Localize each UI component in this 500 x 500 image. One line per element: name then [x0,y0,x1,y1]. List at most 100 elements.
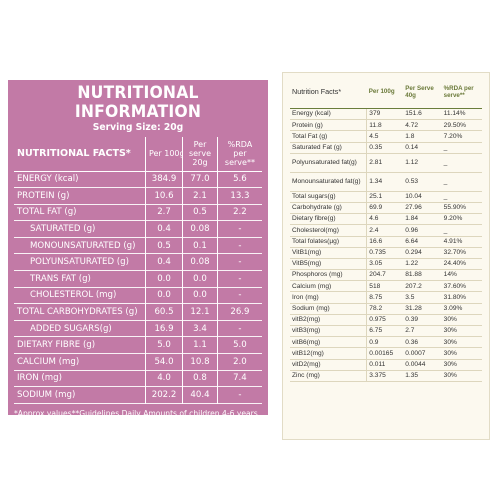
per-100g-value: 69.9 [366,202,404,215]
left-footnote: *Approx values**Guidelines Daily Amounts… [14,408,258,428]
per-100g-value: 4.5 [366,130,404,143]
nutrient-name: vitD2(mg) [290,359,368,371]
table-row: TOTAL CARBOHYDRATES (g) 60.5 12.1 26.9 [14,303,262,321]
per-serve-value: 10.04 [403,191,442,203]
per-100g-value: 10.6 [144,187,183,205]
per-100g-value: 54.0 [144,353,183,371]
per-serve-value: 1.8 [403,130,442,143]
per-serve-value: 4.72 [403,119,442,132]
per-100g-value: 4.6 [366,213,404,226]
rda-value: - [216,386,262,404]
nutrient-name: Saturated Fat (g) [290,142,368,154]
per-serve-value: 1.84 [403,213,442,226]
rda-value: _ [441,142,482,154]
table-row: DIETARY FIBRE (g) 5.0 1.1 5.0 [14,336,262,354]
right-nutrition-panel: Nutrition Facts* Per 100g Per Serve 40g … [282,72,490,440]
rda-value: 7.20% [441,130,482,143]
table-row: Total sugars(g) 25.1 10.04 _ [290,191,482,203]
nutrient-name: POLYUNSATURATED (g) [30,257,129,268]
per-100g-value: 0.0 [144,287,183,304]
table-row: ADDED SUGARS(g) 16.9 3.4- [14,320,262,337]
table-row: SODIUM (mg) 202.2 40.4- [14,386,262,404]
table-row: SATURATED (g) 0.4 0.08- [14,220,262,238]
per-100g-value: 384.9 [144,171,183,188]
nutrient-name: vitB2(mg) [290,314,368,327]
left-header-facts: NUTRITIONAL FACTS* [17,148,131,160]
per-serve-value: 1.1 [182,336,218,354]
table-row: vitB6(mg) 0.9 0.36 30% [290,336,482,349]
per-100g-value: 0.00165 [366,347,404,360]
per-serve-value: 0.0007 [403,347,442,360]
nutrient-name: vitB3(mg) [290,325,368,338]
table-row: vitB2(mg) 0.975 0.39 30% [290,314,482,327]
per-100g-value: 2.81 [366,153,404,173]
per-serve-value: 3.4 [182,320,218,337]
per-100g-value: 0.9 [366,336,404,349]
per-serve-value: 0.0 [182,287,218,304]
per-100g-value: 8.75 [366,291,404,304]
rda-value: _ [441,172,482,192]
nutrient-name: Energy (kcal) [290,108,368,121]
right-nutrition-table: Nutrition Facts* Per 100g Per Serve 40g … [290,79,482,382]
rda-value: - [216,320,262,337]
per-100g-value: 1.34 [366,172,404,192]
table-row: ENERGY (kcal) 384.9 77.0 5.6 [14,171,262,188]
table-row: TOTAL FAT (g) 2.7 0.5 2.2 [14,204,262,221]
per-100g-value: 379 [366,108,404,121]
nutrient-name: TOTAL CARBOHYDRATES (g) [17,307,138,318]
table-row: vitB3(mg) 6.75 2.7 30% [290,325,482,338]
rda-value: _ [441,153,482,173]
per-serve-value: 0.0044 [403,359,442,371]
per-100g-value: 0.4 [144,220,183,238]
per-100g-value: 0.735 [366,247,404,259]
nutrient-name: Dietary fibre(g) [290,213,368,226]
rda-value: 30% [441,336,482,349]
per-serve-value: 40.4 [182,386,218,404]
table-row: Carbohydrate (g) 69.9 27.96 55.90% [290,202,482,215]
rda-value: _ [441,191,482,203]
table-row: Total folates(µg) 16.6 6.64 4.91% [290,236,482,248]
rda-value: 11.14% [441,108,482,121]
table-row: Total Fat (g) 4.5 1.8 7.20% [290,130,482,143]
per-serve-value: 207.2 [403,280,442,293]
per-serve-value: 0.14 [403,142,442,154]
table-row: Phosphoros (mg) 204.7 81.88 14% [290,269,482,282]
per-serve-value: 6.64 [403,236,442,248]
rda-value: 55.90% [441,202,482,215]
nutrient-name: Iron (mg) [290,291,368,304]
rda-value: 7.4 [216,370,262,387]
nutrient-name: SATURATED (g) [30,224,96,235]
per-serve-value: 2.7 [403,325,442,338]
nutrient-name: Calcium (mg) [290,280,368,293]
left-nutrition-panel: NUTRITIONAL INFORMATION Serving Size: 20… [8,80,268,428]
nutrient-name: CHOLESTEROL (mg) [30,290,117,301]
left-table-header: NUTRITIONAL FACTS* Per 100g Per serve 20… [14,137,262,171]
per-100g-value: 5.0 [144,336,183,354]
per-serve-value: 0.08 [182,220,218,238]
left-nutrition-table: NUTRITIONAL FACTS* Per 100g Per serve 20… [14,137,262,404]
table-row: Energy (kcal) 379 151.6 11.14% [290,108,482,121]
rda-value: 30% [441,314,482,327]
per-serve-value: 0.36 [403,336,442,349]
right-header-per100: Per 100g [368,88,395,96]
per-100g-value: 0.4 [144,253,183,271]
per-serve-value: 0.96 [403,224,442,237]
rda-value: 31.80% [441,291,482,304]
rda-value: - [216,287,262,304]
per-serve-value: 0.1 [182,237,218,254]
nutrient-name: PROTEIN (g) [17,190,70,201]
per-serve-value: 81.88 [403,269,442,282]
rda-value: - [216,253,262,271]
nutrient-name: Polyunsaturated fat(g) [290,153,368,173]
rda-value: 24.40% [441,258,482,271]
nutrient-name: Zinc (mg) [290,370,368,382]
rda-value: - [216,220,262,238]
rda-value: 4.91% [441,236,482,248]
right-header-divider [290,105,482,109]
rda-value: 5.0 [216,336,262,354]
table-row: Cholesterol(mg) 2.4 0.96 _ [290,224,482,237]
left-panel-title: NUTRITIONAL INFORMATION [74,83,202,122]
rda-value: 2.0 [216,353,262,371]
nutrient-name: Total folates(µg) [290,236,368,248]
per-100g-value: 3.05 [366,258,404,271]
